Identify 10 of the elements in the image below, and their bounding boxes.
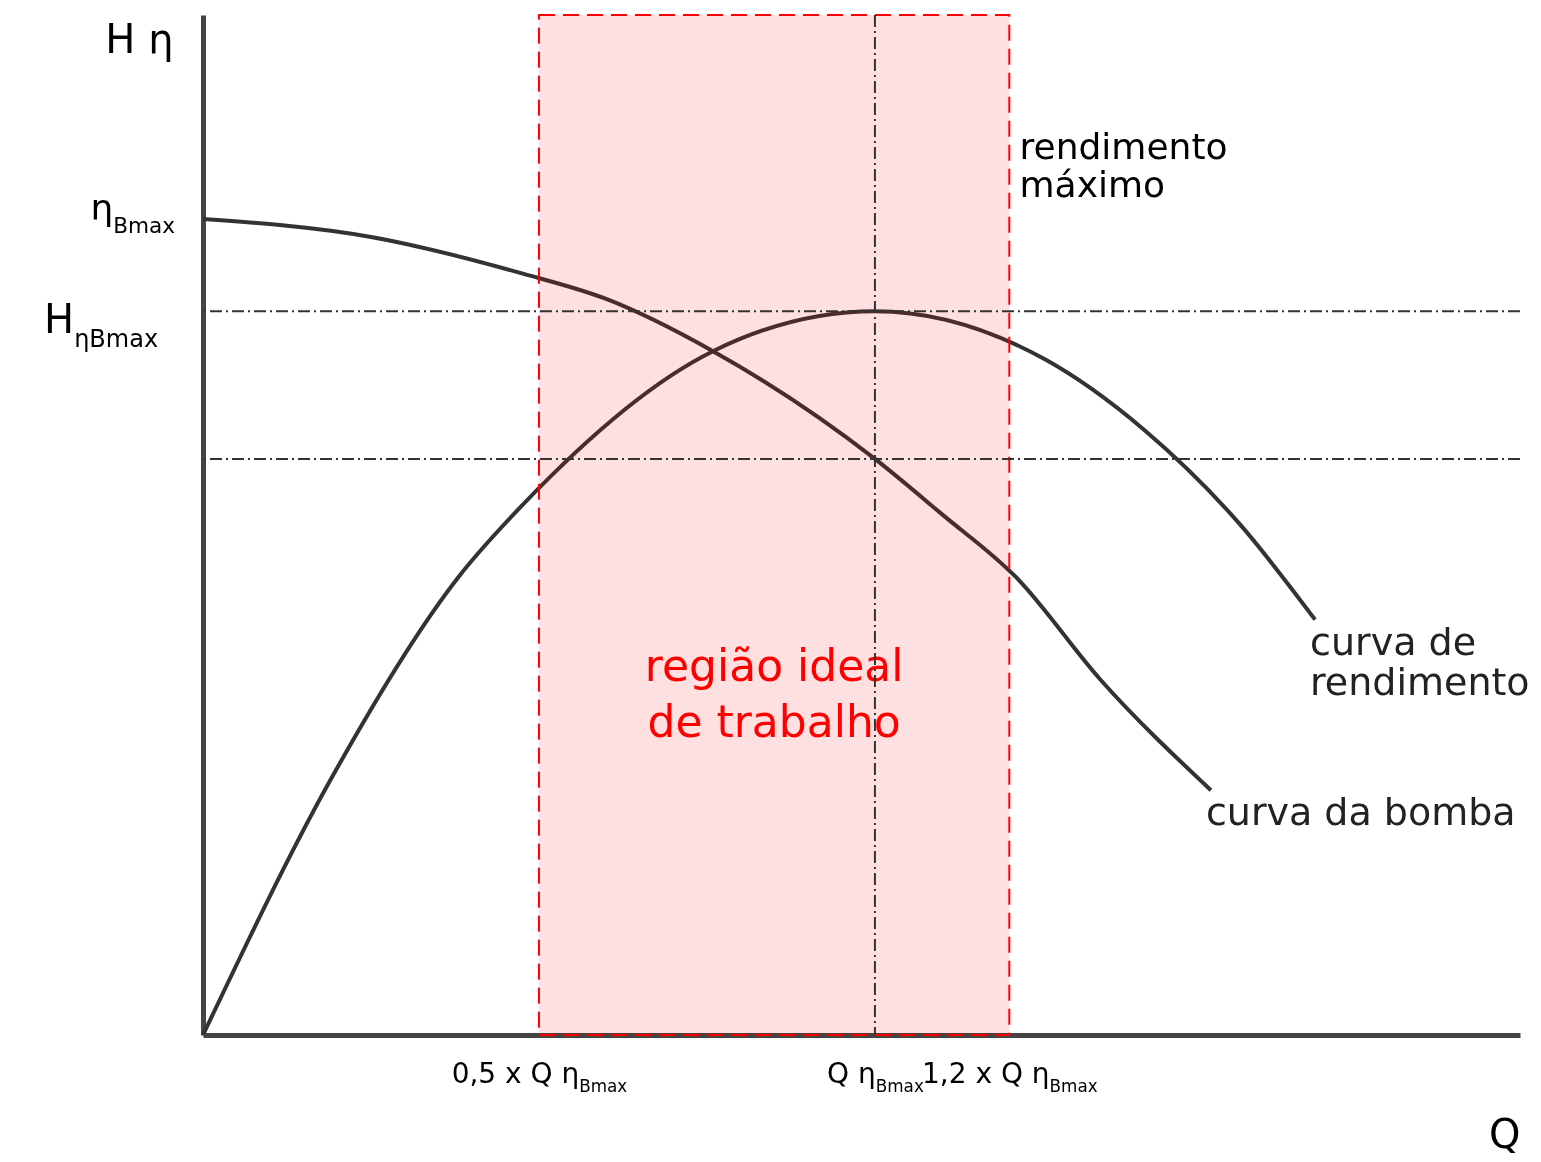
x-axis-title: Q	[1489, 1110, 1521, 1157]
x-tick-label: Q η$_{Bmax}$	[827, 1056, 924, 1097]
text: H$_{ηBmax}$	[44, 295, 159, 353]
text: η$_{Bmax}$	[90, 187, 176, 238]
band-label: região ideal de trabalho	[644, 639, 904, 747]
series-label: curva da bomba	[1205, 790, 1516, 835]
series-label: curva de rendimento	[1310, 619, 1530, 704]
text: rendimento máximo	[1019, 125, 1228, 205]
y-axis-title: H η	[105, 15, 174, 62]
x-tick-label: 0,5 x Q η$_{Bmax}$	[451, 1056, 628, 1097]
